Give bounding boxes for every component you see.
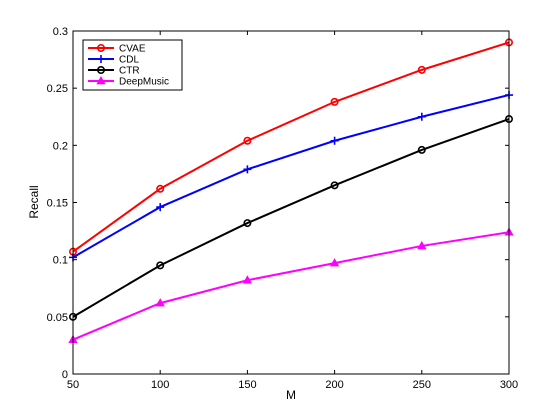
y-tick-label: 0.25 (47, 83, 68, 95)
data-point-cvae (156, 184, 165, 193)
series-line-cdl (72, 94, 510, 259)
y-tick-label: 0.3 (53, 26, 68, 38)
legend-label-deepmusic: DeepMusic (119, 77, 169, 88)
legend-label-cvae: CVAE (119, 44, 146, 55)
x-tick-label: 200 (325, 379, 343, 391)
data-point-ctr (243, 219, 252, 228)
data-point-cdl (156, 203, 165, 212)
x-tick-label: 50 (67, 379, 79, 391)
data-point-deepmusic (242, 275, 253, 284)
series-deepmusic (68, 227, 514, 343)
data-point-cvae (243, 136, 252, 145)
series-layer (68, 38, 514, 343)
data-point-ctr (156, 261, 165, 270)
x-tick-label: 250 (413, 379, 431, 391)
ticks-layer: 50 100 150 200 250 300 0 0.05 0.1 0.15 0.2 0.25 0.3 (47, 26, 519, 391)
x-tick-label: 150 (238, 379, 256, 391)
data-point-deepmusic (155, 298, 165, 307)
data-point-deepmusic (417, 240, 427, 250)
data-point-ctr (417, 145, 426, 154)
data-point-deepmusic (329, 258, 340, 267)
legend-label-ctr: CTR (119, 66, 140, 77)
legend-marker-ctr (97, 66, 106, 75)
data-point-cdl (417, 112, 426, 121)
y-tick-label: 0.1 (53, 255, 68, 267)
legend-marker-cvae (97, 43, 106, 52)
data-point-ctr (330, 181, 339, 190)
plot-frame (72, 30, 510, 375)
series-line-cvae (72, 41, 510, 253)
series-ctr (69, 115, 513, 321)
series-cvae (69, 38, 513, 256)
y-axis-label: Recall (27, 185, 41, 218)
x-tick-label: 300 (500, 379, 518, 391)
data-point-cdl (330, 136, 339, 145)
y-tick-label: 0 (62, 369, 68, 381)
legend-marker-cdl (97, 55, 105, 63)
data-point-cvae (330, 97, 339, 106)
y-tick-label: 0.15 (47, 198, 68, 210)
legend-marker-deepmusic (96, 75, 106, 85)
series-line-deepmusic (72, 231, 510, 341)
series-line-ctr (72, 118, 510, 318)
y-tick-label: 0.2 (53, 140, 68, 152)
legend-label-cdl: CDL (119, 55, 139, 66)
x-axis-label: M (286, 388, 296, 402)
y-tick-label: 0.05 (47, 312, 68, 324)
data-point-cvae (417, 65, 426, 74)
x-tick-label: 100 (151, 379, 169, 391)
data-point-cdl (243, 165, 252, 174)
